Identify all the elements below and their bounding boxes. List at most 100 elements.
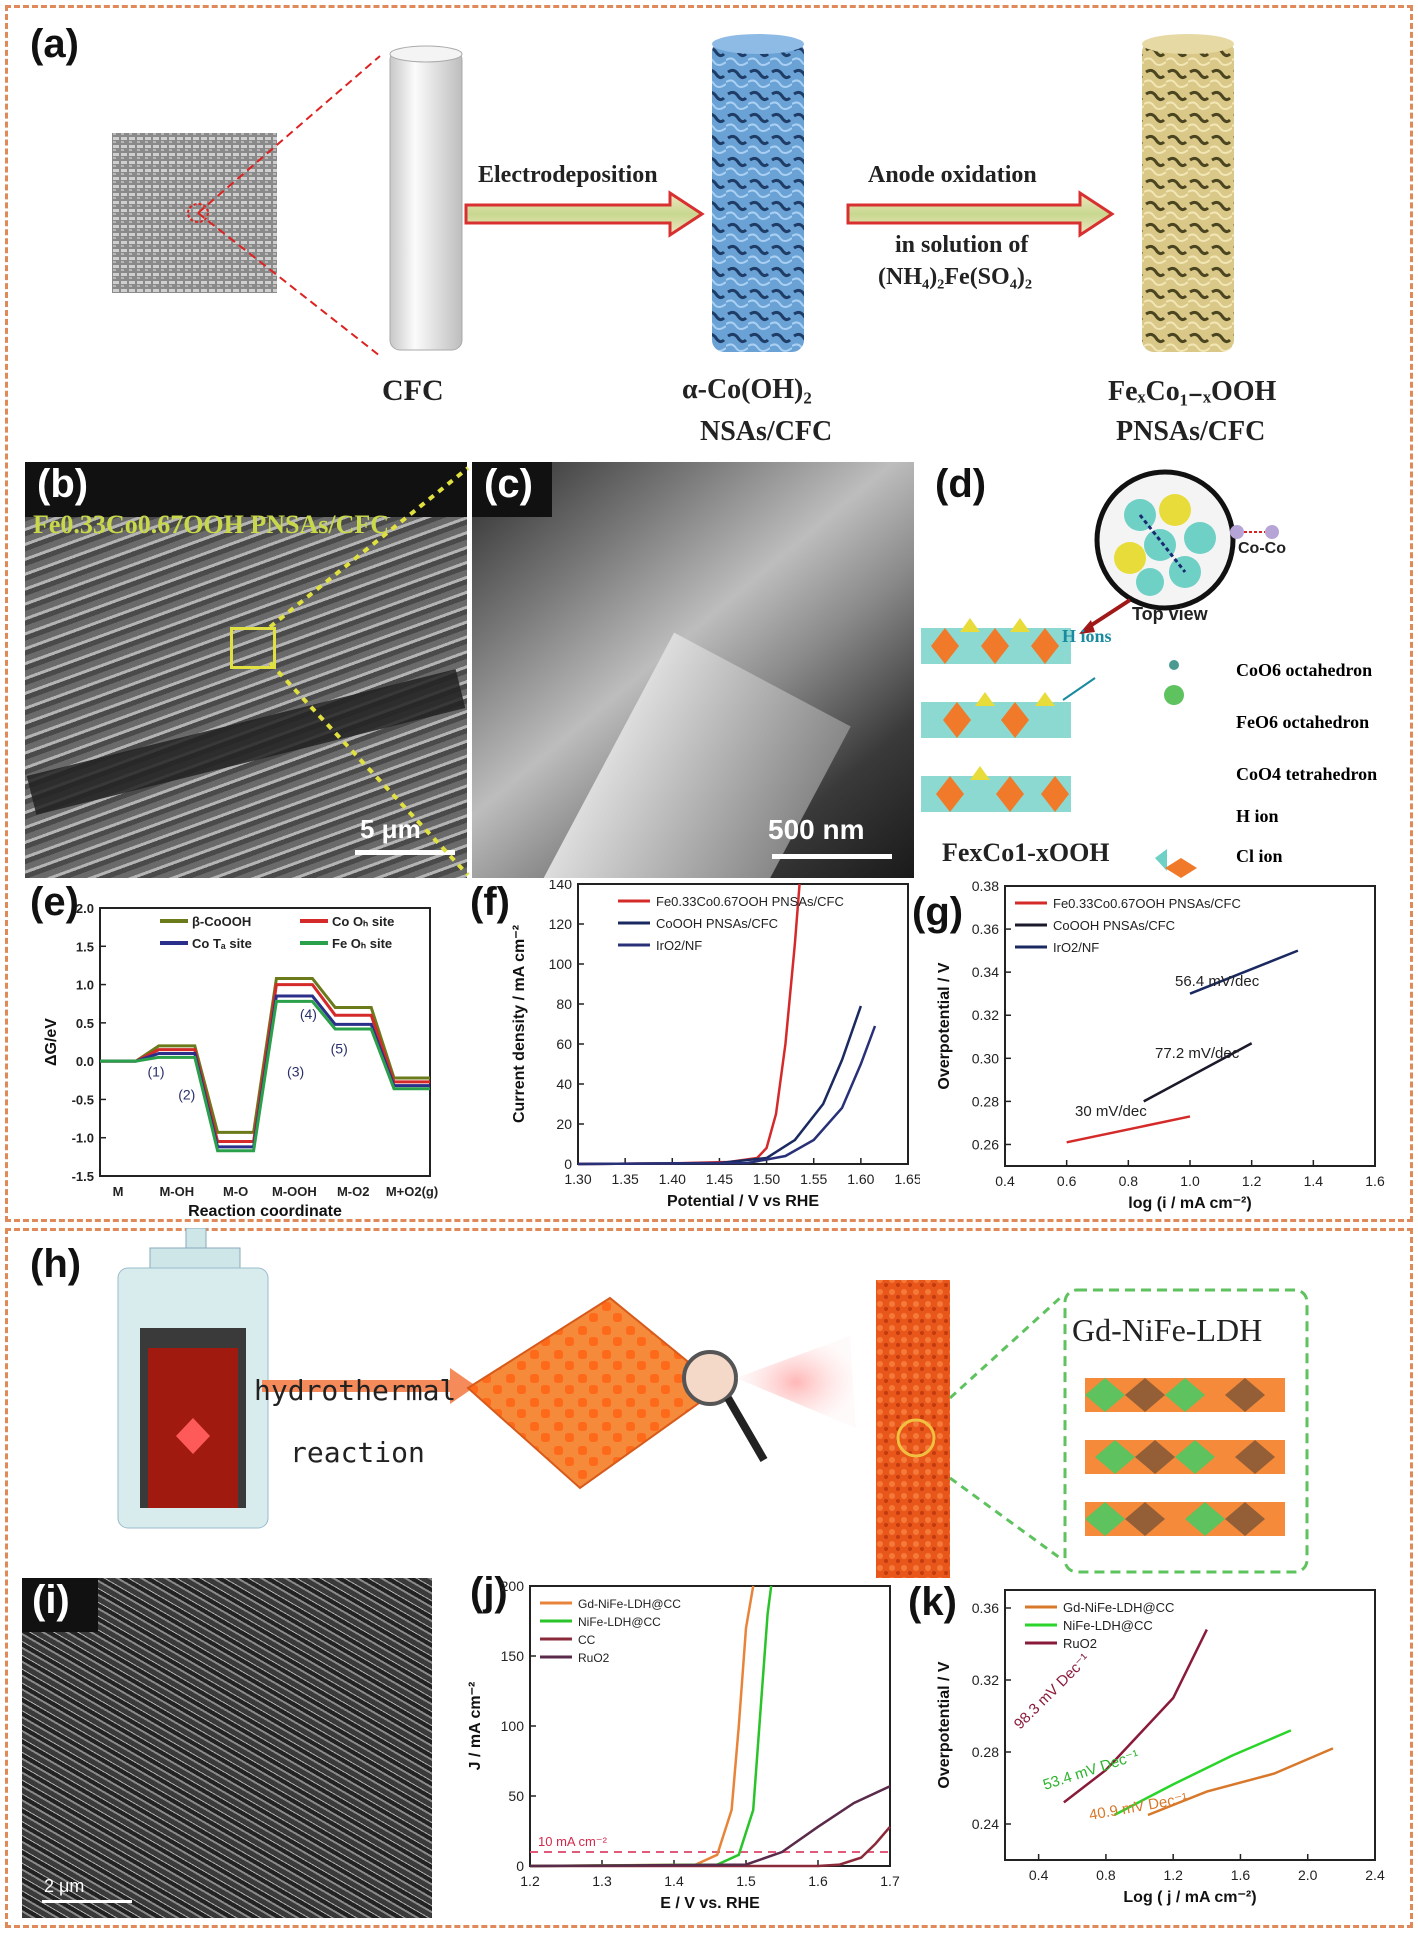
legend-label: CoOOH PNSAs/CFC bbox=[1053, 918, 1175, 933]
layer-1 bbox=[921, 618, 1071, 664]
chart-f-polarization: 1.30 1.35 1.40 1.45 1.50 1.55 1.60 1.65 0 20 40 60 8… bbox=[511, 880, 920, 1210]
y-axis-label: Current density / mA cm⁻² bbox=[511, 925, 528, 1123]
chart-k-tafel: 0.4 0.8 1.2 1.6 2.0 2.4 0.36 0.32 0.28 0.24 Log ( … bbox=[936, 1589, 1385, 1906]
panel-label-a: (a) bbox=[30, 22, 79, 66]
x-tick-label: 1.35 bbox=[612, 1171, 639, 1187]
layer-3 bbox=[921, 766, 1071, 812]
x-tick-label: 1.30 bbox=[564, 1171, 591, 1187]
plot-frame bbox=[1004, 1589, 1376, 1861]
sem-b-title: Fe0.33Co0.67OOH PNSAs/CFC bbox=[33, 510, 390, 539]
y-tick-label: 1.0 bbox=[76, 978, 94, 993]
feco-cylinder bbox=[1142, 40, 1234, 352]
legend-label: Gd-NiFe-LDH@CC bbox=[1063, 1600, 1174, 1615]
scale-bar-c bbox=[772, 854, 892, 859]
x-tick-label: 1.5 bbox=[736, 1873, 756, 1889]
arrow1-label: Electrodeposition bbox=[478, 162, 658, 188]
y-tick-label: 0.38 bbox=[972, 880, 999, 894]
x-tick-label: 1.40 bbox=[659, 1171, 686, 1187]
y-tick-label: 0.30 bbox=[972, 1050, 999, 1066]
x-tick-label: 2.0 bbox=[1298, 1867, 1318, 1883]
y-tick-label: 140 bbox=[549, 880, 573, 892]
series-line bbox=[577, 1025, 877, 1166]
chart-j-lsv: 1.2 1.3 1.4 1.5 1.6 1.7 0 50 100 150 200 E / V vs. … bbox=[467, 1580, 900, 1912]
scale-label-b: 5 μm bbox=[360, 814, 421, 844]
x-tick-label: M-O bbox=[223, 1184, 248, 1199]
x-tick-label: 1.7 bbox=[880, 1873, 900, 1889]
y-tick-label: 0.32 bbox=[972, 1007, 999, 1023]
legend-label: β-CoOOH bbox=[192, 914, 251, 929]
x-axis-label: Potential / V vs RHE bbox=[667, 1193, 819, 1210]
top-figure-frame bbox=[5, 5, 1413, 1222]
panel-label-b: (b) bbox=[37, 462, 89, 506]
panel-label-k: (k) bbox=[908, 1580, 957, 1624]
x-tick-label: 1.2 bbox=[1242, 1173, 1262, 1189]
x-tick-label: 0.6 bbox=[1057, 1173, 1077, 1189]
co-co-label: Co-Co bbox=[1238, 540, 1286, 557]
ldh-layers bbox=[1085, 1378, 1285, 1536]
y-tick-label: 1.5 bbox=[76, 939, 94, 954]
arrow2-label-line3: (NH₄)₂Fe(SO₄)₂ bbox=[878, 264, 1033, 290]
x-tick-label: 0.8 bbox=[1119, 1173, 1139, 1189]
y-tick-label: 80 bbox=[556, 996, 572, 1012]
y-tick-label: 2.0 bbox=[76, 901, 94, 916]
x-tick-label: 1.6 bbox=[1231, 1867, 1251, 1883]
x-axis-label: E / V vs. RHE bbox=[660, 1895, 760, 1912]
y-tick-label: 0.34 bbox=[972, 964, 999, 980]
x-tick-label: 0.4 bbox=[995, 1173, 1015, 1189]
y-tick-label: 150 bbox=[501, 1648, 525, 1664]
x-tick-label: 1.0 bbox=[1180, 1173, 1200, 1189]
bottom-figure-frame bbox=[5, 1228, 1413, 1928]
series-line bbox=[1063, 1629, 1208, 1804]
legend-label: Gd-NiFe-LDH@CC bbox=[578, 1597, 681, 1611]
panel-label-g: (g) bbox=[912, 890, 964, 934]
x-tick-label: 1.2 bbox=[520, 1873, 540, 1889]
y-axis-label: Overpotential / V bbox=[936, 962, 953, 1089]
legend-label: Co Tₐ site bbox=[192, 936, 252, 951]
h-ions-label: H ions bbox=[1062, 626, 1112, 646]
legend-label: RuO2 bbox=[1063, 1636, 1097, 1651]
y-tick-label: 0.32 bbox=[972, 1672, 999, 1688]
ldh-box-title: Gd-NiFe-LDH bbox=[1072, 1312, 1263, 1348]
x-tick-label: M bbox=[113, 1184, 124, 1199]
y-tick-label: 0 bbox=[564, 1156, 572, 1172]
annotation-label: 53.4 mV Dec⁻¹ bbox=[1041, 1747, 1141, 1794]
y-tick-label: 120 bbox=[549, 916, 573, 932]
panel-h-illustration bbox=[117, 1228, 1309, 1578]
series-line bbox=[530, 1825, 891, 1868]
annotation-label: 56.4 mV/dec bbox=[1175, 973, 1260, 990]
scale-label-c: 500 nm bbox=[768, 814, 865, 845]
y-tick-label: -1.0 bbox=[72, 1131, 94, 1146]
x-tick-label: 1.3 bbox=[592, 1873, 612, 1889]
x-tick-label: M-OH bbox=[159, 1184, 194, 1199]
panel-a-illustration bbox=[112, 34, 1234, 357]
legend-label: Fe Oₕ site bbox=[332, 936, 392, 951]
legend-d-2: FeO6 octahedron bbox=[1236, 712, 1370, 732]
legend-d-5: Cl ion bbox=[1236, 846, 1283, 866]
series-line bbox=[1147, 1747, 1334, 1817]
series-line bbox=[1113, 1729, 1292, 1817]
x-tick-label: 1.6 bbox=[808, 1873, 828, 1889]
y-tick-label: 0.0 bbox=[76, 1054, 94, 1069]
y-tick-label: 100 bbox=[549, 956, 573, 972]
x-tick-label: 1.4 bbox=[1304, 1173, 1324, 1189]
x-tick-label: 2.4 bbox=[1365, 1867, 1385, 1883]
y-tick-label: -0.5 bbox=[72, 1092, 94, 1107]
legend-label: CoOOH PNSAs/CFC bbox=[656, 916, 778, 931]
series-line bbox=[529, 1785, 891, 1868]
arrow-electrodeposition bbox=[464, 190, 705, 238]
coh-label-line1: α-Co(OH)₂ bbox=[682, 374, 812, 405]
ldh-box bbox=[1063, 1288, 1309, 1574]
y-tick-label: 40 bbox=[556, 1076, 572, 1092]
panel-label-c: (c) bbox=[484, 462, 533, 506]
legend-d-4: H ion bbox=[1236, 806, 1279, 826]
series-line bbox=[1143, 1042, 1253, 1103]
series-line bbox=[1066, 1115, 1191, 1144]
panel-label-d: (d) bbox=[935, 462, 987, 506]
y-tick-label: 200 bbox=[501, 1580, 525, 1594]
y-tick-label: 60 bbox=[556, 1036, 572, 1052]
panel-d-structure bbox=[921, 469, 1279, 878]
x-tick-label: M-OOH bbox=[272, 1184, 317, 1199]
x-tick-label: M+O2(g) bbox=[386, 1184, 438, 1199]
x-tick-label: 1.4 bbox=[664, 1873, 684, 1889]
y-tick-label: 0.26 bbox=[972, 1136, 999, 1152]
